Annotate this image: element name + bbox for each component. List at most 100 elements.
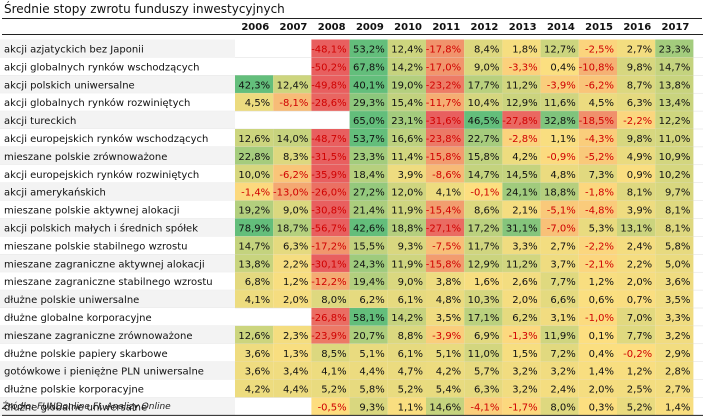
heat-cell bbox=[464, 272, 503, 291]
value-label: -0,5% bbox=[318, 403, 347, 414]
value-label: -56,7% bbox=[311, 224, 346, 235]
row-label: dłużne polskie uniwersalne bbox=[4, 295, 139, 306]
heat-cell bbox=[387, 39, 426, 58]
heat-cell bbox=[311, 254, 350, 273]
column-header-2012: 2012 bbox=[471, 22, 499, 33]
heat-cell bbox=[464, 308, 503, 326]
row-label: mieszane zagraniczne aktywnej alokacji bbox=[4, 259, 205, 270]
value-label: 9,0% bbox=[283, 206, 308, 217]
heat-cell bbox=[387, 57, 426, 76]
value-label: 46,5% bbox=[468, 116, 500, 127]
value-label: 17,7% bbox=[468, 80, 500, 91]
value-label: -26,0% bbox=[311, 188, 346, 199]
heat-cell bbox=[464, 254, 503, 273]
heat-cell bbox=[311, 75, 350, 94]
heat-cell bbox=[540, 146, 579, 165]
heat-cell bbox=[502, 236, 541, 255]
heat-cell bbox=[349, 93, 388, 112]
value-label: -1,7% bbox=[509, 403, 538, 414]
value-label: -8,6% bbox=[432, 170, 461, 181]
heat-cell bbox=[235, 361, 274, 380]
value-label: -15,8% bbox=[426, 259, 461, 270]
value-label: 3,6% bbox=[245, 367, 270, 378]
value-label: 23,3% bbox=[659, 45, 691, 56]
value-label: 13,8% bbox=[238, 259, 270, 270]
heat-cell bbox=[502, 343, 541, 362]
heat-cell bbox=[387, 254, 426, 273]
heat-cell bbox=[426, 75, 465, 94]
heat-cell bbox=[502, 200, 541, 219]
row-label: akcji tureckich bbox=[4, 116, 76, 127]
value-label: -4,1% bbox=[470, 403, 499, 414]
value-label: 8,1% bbox=[665, 206, 690, 217]
value-label: -3,9% bbox=[432, 331, 461, 342]
value-label: 17,1% bbox=[468, 313, 500, 324]
chart-title: Średnie stopy zwrotu funduszy inwestycyj… bbox=[4, 2, 285, 16]
value-label: -0,1% bbox=[470, 188, 499, 199]
heat-cell bbox=[540, 379, 579, 398]
value-label: 12,6% bbox=[238, 134, 270, 145]
value-label: 9,3% bbox=[398, 241, 423, 252]
value-label: 2,0% bbox=[512, 295, 537, 306]
heat-cell bbox=[273, 164, 312, 183]
value-label: 2,0% bbox=[283, 295, 308, 306]
value-label: -15,8% bbox=[426, 152, 461, 163]
heat-cell bbox=[349, 379, 388, 398]
value-label: 1,2% bbox=[283, 277, 308, 288]
value-label: -18,5% bbox=[579, 116, 614, 127]
value-label: 4,2% bbox=[436, 367, 461, 378]
value-label: 3,3% bbox=[665, 313, 690, 324]
heat-cell bbox=[540, 254, 579, 273]
heat-cell bbox=[235, 182, 274, 201]
heat-cell bbox=[235, 254, 274, 273]
heat-cell bbox=[655, 379, 694, 398]
heat-cell bbox=[578, 343, 617, 362]
value-label: 8,3% bbox=[283, 152, 308, 163]
value-label: 11,2% bbox=[506, 80, 538, 91]
heat-cell bbox=[502, 57, 541, 76]
value-label: 3,2% bbox=[512, 385, 537, 396]
heat-cell bbox=[426, 379, 465, 398]
value-label: 5,2% bbox=[627, 403, 652, 414]
heat-cell bbox=[464, 343, 503, 362]
heat-cell bbox=[426, 236, 465, 255]
value-label: 7,7% bbox=[550, 277, 575, 288]
value-label: 3,3% bbox=[512, 241, 537, 252]
column-header-2006: 2006 bbox=[241, 22, 269, 33]
heat-cell bbox=[311, 236, 350, 255]
row-label: akcji globalnych rynków rozwiniętych bbox=[4, 97, 190, 109]
value-label: 3,9% bbox=[627, 206, 652, 217]
heat-cell bbox=[502, 111, 541, 129]
heat-cell bbox=[235, 218, 274, 237]
heat-cell bbox=[502, 290, 541, 308]
heat-cell bbox=[387, 218, 426, 237]
heat-cell bbox=[387, 200, 426, 219]
heat-cell bbox=[578, 325, 617, 344]
value-label: 4,5% bbox=[245, 98, 270, 109]
heat-cell bbox=[617, 93, 656, 112]
value-label: 2,4% bbox=[627, 241, 652, 252]
value-label: -0,2% bbox=[623, 349, 652, 360]
heat-cell bbox=[311, 164, 350, 183]
value-label: 5,0% bbox=[665, 259, 690, 270]
heat-cell bbox=[426, 254, 465, 273]
value-label: 9,0% bbox=[474, 62, 499, 73]
value-label: 6,8% bbox=[245, 277, 270, 288]
value-label: 19,0% bbox=[391, 80, 423, 91]
heat-cell bbox=[311, 325, 350, 344]
heat-cell bbox=[578, 379, 617, 398]
value-label: 6,1% bbox=[398, 295, 423, 306]
heat-cell bbox=[349, 146, 388, 165]
value-label: 22,7% bbox=[468, 134, 500, 145]
value-label: 1,1% bbox=[550, 134, 575, 145]
heat-cell bbox=[655, 397, 694, 416]
heat-cell bbox=[464, 218, 503, 237]
value-label: 11,7% bbox=[468, 241, 500, 252]
value-label: -23,8% bbox=[426, 134, 461, 145]
heat-cell bbox=[349, 164, 388, 183]
heat-cell bbox=[655, 236, 694, 255]
value-label: 16,6% bbox=[391, 134, 423, 145]
row-label: akcji europejskich rynków wschodzących bbox=[4, 133, 208, 145]
value-label: -6,2% bbox=[585, 80, 614, 91]
heat-cell bbox=[464, 93, 503, 112]
